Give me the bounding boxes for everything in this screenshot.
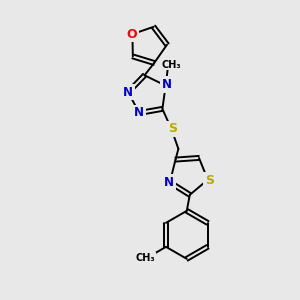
Text: N: N (123, 86, 133, 99)
Text: N: N (162, 78, 172, 91)
Text: CH₃: CH₃ (136, 253, 155, 263)
Text: O: O (126, 28, 137, 40)
Text: S: S (205, 174, 214, 187)
Text: N: N (134, 106, 144, 119)
Text: S: S (168, 122, 177, 135)
Text: CH₃: CH₃ (161, 60, 181, 70)
Text: N: N (164, 176, 174, 189)
